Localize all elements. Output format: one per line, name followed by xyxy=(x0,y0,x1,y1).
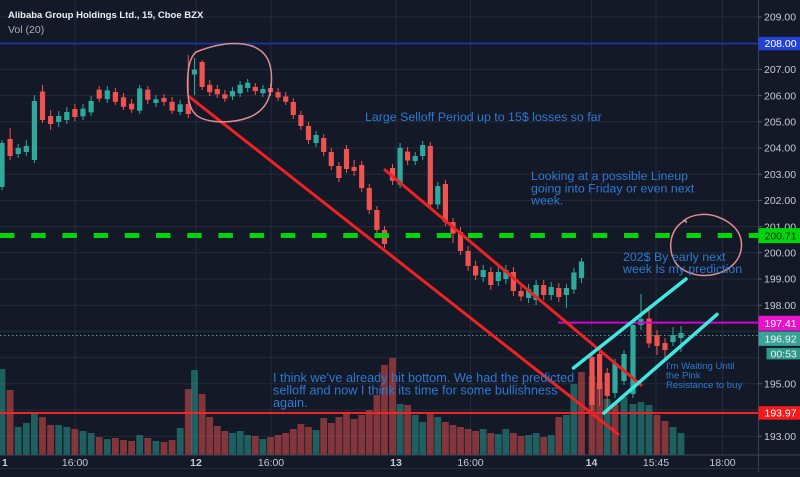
svg-text:12: 12 xyxy=(190,457,202,469)
svg-text:205.00: 205.00 xyxy=(764,117,796,129)
svg-text:202.00: 202.00 xyxy=(764,195,796,207)
svg-text:18:00: 18:00 xyxy=(709,457,735,469)
svg-text:203.00: 203.00 xyxy=(764,169,796,181)
svg-text:193.00: 193.00 xyxy=(764,431,796,443)
svg-text:207.00: 207.00 xyxy=(764,64,796,76)
svg-text:1: 1 xyxy=(2,457,8,469)
svg-text:197.41: 197.41 xyxy=(765,318,797,330)
svg-text:199.00: 199.00 xyxy=(764,274,796,286)
svg-text:16:00: 16:00 xyxy=(457,457,483,469)
svg-text:208.00: 208.00 xyxy=(765,38,797,50)
svg-text:Alibaba Group Holdings Ltd., 1: Alibaba Group Holdings Ltd., 15, Cboe BZ… xyxy=(8,10,204,21)
svg-text:196.92: 196.92 xyxy=(765,333,797,345)
svg-text:13: 13 xyxy=(390,457,402,469)
svg-text:15:45: 15:45 xyxy=(643,457,669,469)
svg-text:195.00: 195.00 xyxy=(764,379,796,391)
svg-text:204.00: 204.00 xyxy=(764,143,796,155)
svg-text:Large Selloff Period up to 15$: Large Selloff Period up to 15$ losses so… xyxy=(365,110,602,124)
svg-text:193.97: 193.97 xyxy=(765,408,797,420)
svg-text:209.00: 209.00 xyxy=(764,12,796,24)
svg-text:Vol (20): Vol (20) xyxy=(8,24,44,36)
svg-text:16:00: 16:00 xyxy=(62,457,88,469)
svg-text:14: 14 xyxy=(586,457,598,469)
svg-text:16:00: 16:00 xyxy=(258,457,284,469)
svg-text:00:53: 00:53 xyxy=(771,348,797,360)
svg-text:200.00: 200.00 xyxy=(764,248,796,260)
svg-text:200.71: 200.71 xyxy=(765,230,797,242)
svg-text:198.00: 198.00 xyxy=(764,300,796,312)
svg-text:206.00: 206.00 xyxy=(764,90,796,102)
